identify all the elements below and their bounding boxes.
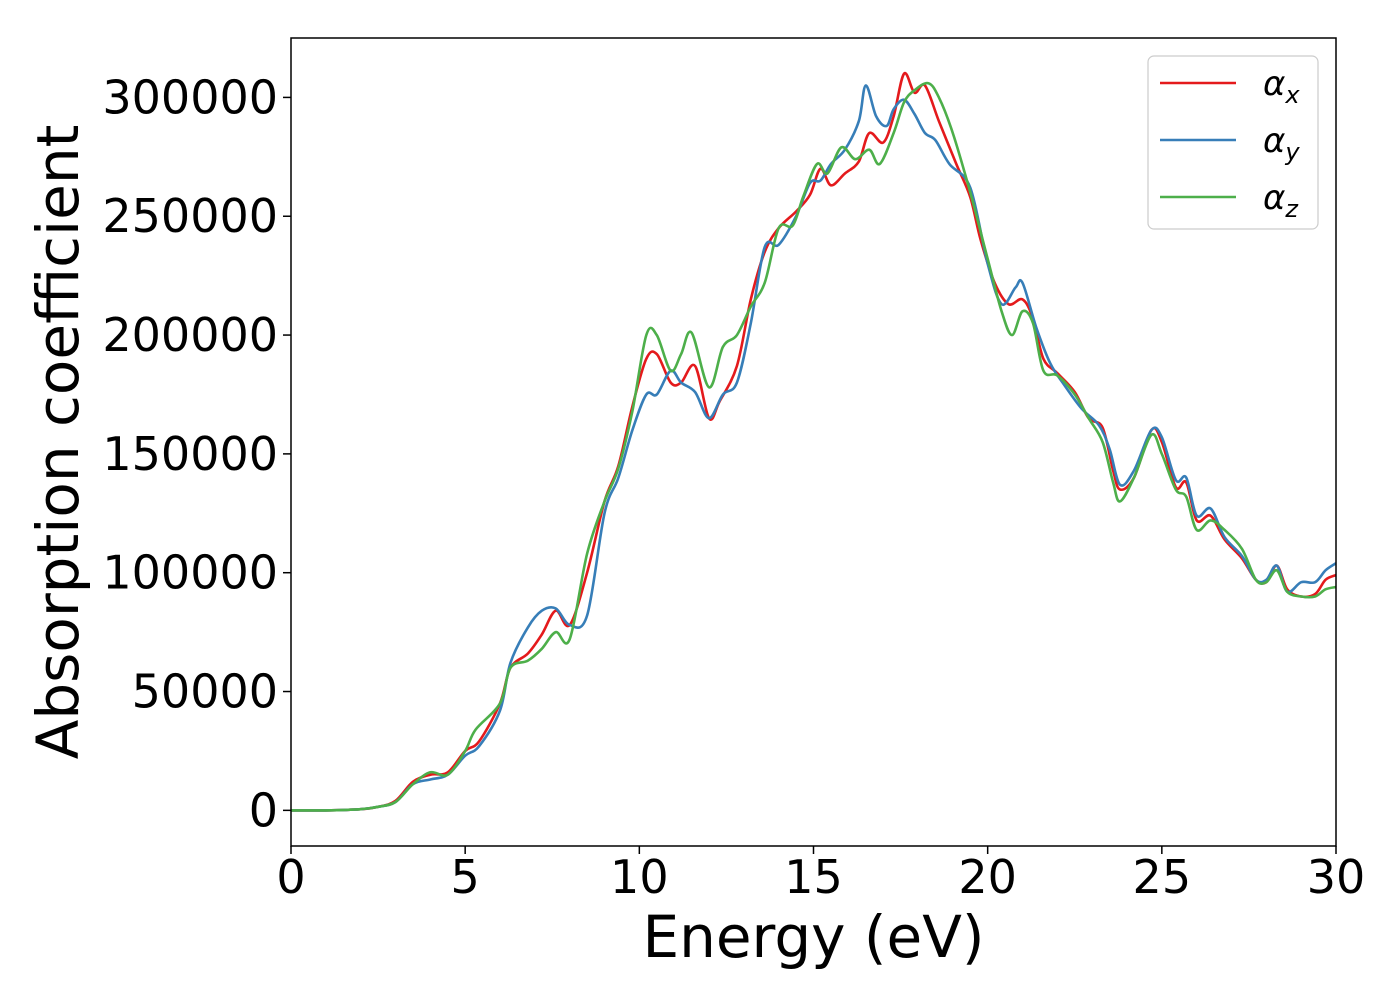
series-line-x bbox=[291, 71, 1336, 812]
legend-label-x: αx bbox=[1263, 64, 1300, 109]
y-tick-label: 0 bbox=[249, 783, 278, 837]
x-tick-label: 10 bbox=[610, 850, 669, 904]
y-tick-label: 50000 bbox=[132, 665, 278, 719]
y-tick-label: 300000 bbox=[102, 70, 278, 124]
x-axis: 0 5 10 15 20 25 30 bbox=[276, 846, 1365, 904]
y-axis-label: Absorption coefficient bbox=[24, 125, 92, 760]
x-tick-label: 0 bbox=[276, 850, 305, 904]
y-tick-label: 150000 bbox=[102, 427, 278, 481]
x-tick-label: 20 bbox=[958, 850, 1017, 904]
x-tick-label: 25 bbox=[1133, 850, 1192, 904]
x-tick-label: 15 bbox=[784, 850, 843, 904]
x-tick-label: 30 bbox=[1307, 850, 1366, 904]
series-line-y bbox=[291, 84, 1336, 812]
legend: αx αy αz bbox=[1147, 55, 1319, 230]
series-line-z bbox=[291, 81, 1336, 812]
x-axis-label: Energy (eV) bbox=[642, 903, 984, 971]
legend-frame bbox=[1147, 55, 1319, 230]
x-tick-label: 5 bbox=[451, 850, 480, 904]
y-tick-label: 200000 bbox=[102, 308, 278, 362]
legend-label-z: αz bbox=[1263, 178, 1299, 223]
y-tick-label: 250000 bbox=[102, 189, 278, 243]
y-axis: 0 50000 100000 150000 200000 250000 300000 bbox=[102, 70, 291, 837]
y-tick-label: 100000 bbox=[102, 546, 278, 600]
legend-label-y: αy bbox=[1263, 121, 1300, 166]
series-layer bbox=[291, 71, 1336, 812]
